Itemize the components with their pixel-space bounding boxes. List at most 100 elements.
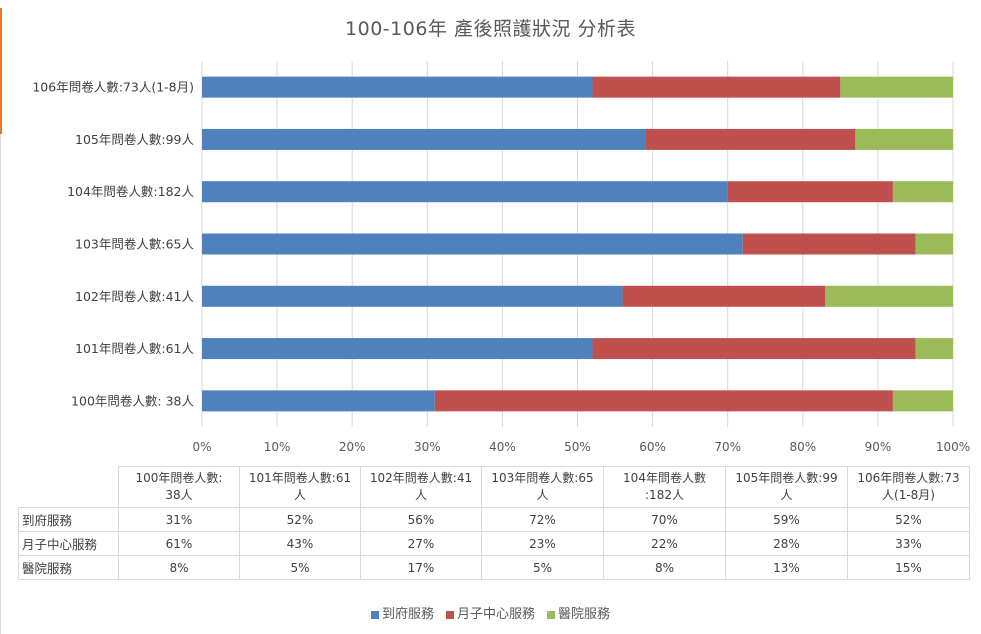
table-column-header-line: :182人 [645, 488, 684, 502]
table-cell: 28% [725, 531, 848, 556]
legend-label: 到府服務 [381, 607, 434, 622]
bar-segment-hospital [892, 181, 953, 203]
table-column-header-line: 人(1-8月) [882, 488, 935, 502]
bar-segment-home-service [202, 233, 743, 255]
x-tick-label: 80% [789, 440, 816, 454]
x-tick-label: 40% [489, 440, 516, 454]
table-row: 醫院服務 8% 5% 17% 5% 8% 13% 15% [18, 555, 970, 580]
table-cell: 61% [118, 531, 240, 556]
table-corner-cell [18, 466, 119, 508]
legend-item: 醫院服務 [547, 603, 610, 622]
table-column-header-line: 103年問卷人數:65 [491, 471, 594, 485]
table-column-header: 104年問卷人數 :182人 [603, 466, 726, 508]
table-row-header: 到府服務 [18, 507, 119, 532]
y-category-label: 101年問卷人數:61人 [75, 341, 194, 356]
bar-segment-confinement-center [622, 285, 826, 307]
legend-swatch [547, 610, 555, 619]
x-tick-label: 50% [564, 440, 591, 454]
bar-segment-confinement-center [742, 233, 916, 255]
legend-label: 月子中心服務 [456, 607, 535, 622]
y-category-label: 105年問卷人數:99人 [75, 132, 194, 147]
table-column-header-line: 100年問卷人數: [135, 471, 223, 485]
legend-swatch [445, 610, 454, 619]
bar-segment-hospital [915, 233, 953, 255]
legend-item: 月子中心服務 [445, 603, 535, 622]
bar-segment-hospital [855, 128, 953, 150]
table-cell: 15% [847, 555, 970, 580]
table-column-header: 106年問卷人數:73 人(1-8月) [847, 466, 970, 508]
window-edge-accent [0, 8, 2, 134]
bar-segment-home-service [202, 338, 593, 360]
table-cell: 70% [603, 507, 726, 532]
table-cell: 8% [118, 555, 240, 580]
table-cell: 13% [725, 555, 848, 580]
window-edge-border [0, 134, 1, 634]
x-tick-label: 10% [264, 440, 291, 454]
x-tick-label: 100% [936, 440, 970, 454]
table-cell: 23% [481, 531, 604, 556]
bar-segment-home-service [202, 390, 435, 412]
x-tick-label: 70% [714, 440, 741, 454]
table-row: 月子中心服務 61% 43% 27% 23% 22% 28% 33% [18, 531, 970, 556]
bar-segment-home-service [202, 76, 593, 98]
legend-label: 醫院服務 [558, 607, 611, 622]
bar-segment-confinement-center [434, 390, 893, 412]
bar-segment-confinement-center [592, 76, 841, 98]
table-column-header-line: 104年問卷人數 [623, 471, 706, 485]
y-category-label: 106年問卷人數:73人(1-8月) [32, 80, 194, 95]
table-column-header: 102年問卷人數:41 人 [360, 466, 482, 508]
table-cell: 17% [360, 555, 482, 580]
table-column-header: 100年問卷人數: 38人 [118, 466, 240, 508]
table-cell: 8% [603, 555, 726, 580]
table-column-header-line: 人 [536, 488, 549, 502]
y-category-label: 100年問卷人數: 38人 [71, 393, 194, 408]
bar-segment-hospital [915, 338, 953, 360]
bar-segment-confinement-center [645, 128, 856, 150]
bar-chart-plot: 0% 10% 20% 30% 40% 50% 60% 70% 80% 90% 100% 100年問卷人… [32, 61, 970, 454]
table-cell: 43% [239, 531, 361, 556]
table-column-header-line: 人 [293, 488, 306, 502]
bar-segment-home-service [202, 128, 646, 150]
table-cell: 33% [847, 531, 970, 556]
table-column-header: 105年問卷人數:99 人 [725, 466, 848, 508]
table-cell: 72% [481, 507, 604, 532]
table-column-header-line: 105年問卷人數:99 [735, 471, 838, 485]
table-cell: 31% [118, 507, 240, 532]
table-column-header-line: 38人 [165, 488, 193, 502]
bar-segment-home-service [202, 285, 623, 307]
table-column-header-line: 102年問卷人數:41 [369, 471, 473, 485]
table-cell: 52% [847, 507, 970, 532]
table-cell: 5% [239, 555, 361, 580]
table-column-header-line: 101年問卷人數:61 [248, 471, 352, 485]
data-table: 100年問卷人數: 38人 101年問卷人數:61 人 102年問卷人數:41 人 103年… [18, 466, 970, 580]
chart-legend: 到府服務 月子中心服務 醫院服務 [0, 603, 981, 622]
table-column-header: 103年問卷人數:65 人 [481, 466, 604, 508]
table-cell: 59% [725, 507, 848, 532]
x-tick-label: 30% [414, 440, 441, 454]
legend-item: 到府服務 [370, 603, 434, 622]
legend-swatch [370, 610, 379, 619]
bar-segment-confinement-center [727, 181, 893, 203]
table-row: 到府服務 31% 52% 56% 72% 70% 59% 52% [18, 507, 970, 532]
table-row-header: 醫院服務 [18, 555, 119, 580]
y-category-label: 103年問卷人數:65人 [75, 237, 194, 252]
y-category-label: 102年問卷人數:41人 [75, 289, 194, 304]
x-tick-label: 20% [339, 440, 366, 454]
x-tick-label: 90% [865, 440, 892, 454]
table-column-header: 101年問卷人數:61 人 [239, 466, 361, 508]
bar-segment-hospital [825, 285, 953, 307]
table-cell: 52% [239, 507, 361, 532]
x-tick-label: 60% [639, 440, 666, 454]
table-cell: 22% [603, 531, 726, 556]
bar-segment-hospital [840, 76, 953, 98]
table-column-header-line: 人 [780, 488, 793, 502]
table-cell: 5% [481, 555, 604, 580]
x-tick-label: 0% [192, 440, 211, 454]
table-cell: 27% [360, 531, 482, 556]
table-header-row: 100年問卷人數: 38人 101年問卷人數:61 人 102年問卷人數:41 人 103年… [18, 466, 970, 508]
y-category-label: 104年問卷人數:182人 [67, 184, 194, 199]
table-column-header-line: 人 [414, 488, 427, 502]
table-cell: 56% [360, 507, 482, 532]
bar-segment-hospital [892, 390, 953, 412]
bar-segment-confinement-center [592, 338, 916, 360]
